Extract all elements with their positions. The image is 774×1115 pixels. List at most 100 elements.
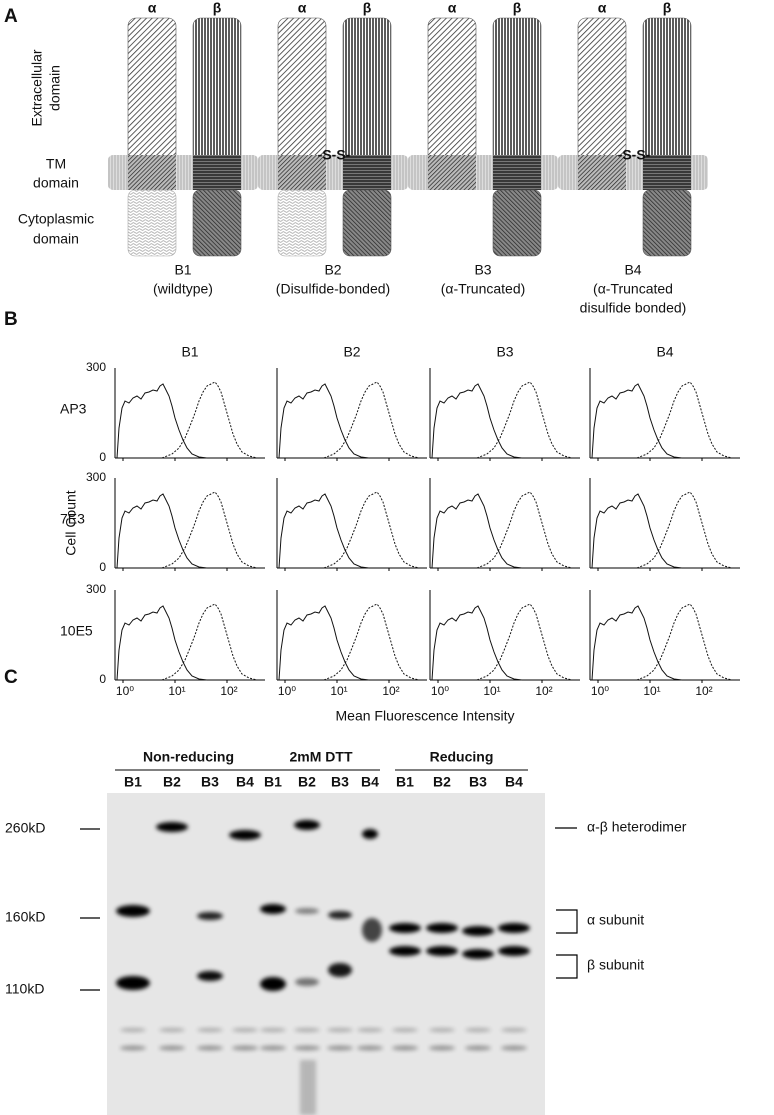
tm-alpha [128, 155, 176, 190]
band [501, 1028, 527, 1032]
row-label: domain [33, 175, 79, 191]
column-header: B3 [496, 344, 513, 360]
band [498, 923, 530, 933]
band [260, 1028, 286, 1032]
histogram-isotype [591, 493, 683, 569]
histogram-isotype [278, 493, 370, 569]
band [116, 976, 150, 990]
y-tick-label: 0 [99, 672, 106, 686]
band [120, 1045, 146, 1051]
extracellular-alpha [577, 17, 627, 169]
subunit-label: α [448, 0, 457, 16]
x-tick-label: 10⁰ [591, 684, 609, 698]
band [120, 1028, 146, 1032]
extracellular-beta [642, 17, 692, 169]
disulfide-bond: -S-S- [318, 147, 351, 163]
construct-name: B1 [174, 262, 191, 278]
tm-alpha [278, 155, 326, 190]
band [197, 912, 223, 920]
band [465, 1045, 491, 1051]
band [429, 1028, 455, 1032]
tm-beta [343, 155, 391, 190]
band [294, 1045, 320, 1051]
lane-label: B2 [433, 774, 451, 790]
construct-desc: (α-Truncated [593, 281, 673, 297]
band [159, 1045, 185, 1051]
group-label: Non-reducing [143, 749, 234, 765]
histogram-antibody [161, 381, 258, 459]
band [357, 1028, 383, 1032]
histogram-isotype [431, 493, 523, 569]
histogram-isotype [591, 383, 683, 459]
x-tick-label: 10¹ [483, 684, 500, 698]
column-header: B2 [343, 344, 360, 360]
band [392, 1028, 418, 1032]
construct-name: B2 [324, 262, 341, 278]
construct-desc: disulfide bonded) [580, 300, 687, 316]
extracellular-beta [342, 17, 392, 169]
tm-beta [493, 155, 541, 190]
band [389, 923, 421, 933]
cytoplasmic-beta [192, 189, 242, 257]
histogram-isotype [116, 605, 208, 681]
lane-label: B4 [361, 774, 379, 790]
band [462, 949, 494, 959]
band [232, 1028, 258, 1032]
histogram-antibody [636, 491, 733, 569]
histogram-antibody [161, 603, 258, 681]
band [295, 908, 319, 914]
band [294, 820, 320, 830]
band [197, 971, 223, 981]
histogram-antibody [323, 491, 420, 569]
band [362, 918, 382, 942]
x-tick-label: 10⁰ [278, 684, 296, 698]
tm-beta [643, 155, 691, 190]
lane-label: B3 [469, 774, 487, 790]
band [260, 977, 286, 991]
band [362, 829, 378, 839]
histogram-antibody [636, 381, 733, 459]
histogram-antibody [636, 603, 733, 681]
cytoplasmic-beta [642, 189, 692, 257]
band [328, 911, 352, 919]
column-header: B1 [181, 344, 198, 360]
band [357, 1045, 383, 1051]
band [501, 1045, 527, 1051]
histogram-isotype [116, 493, 208, 569]
panel-label: B [4, 309, 18, 330]
band [159, 1028, 185, 1032]
smear [300, 1060, 316, 1115]
x-tick-label: 10¹ [168, 684, 185, 698]
y-tick-label: 300 [86, 470, 106, 484]
lane-label: B1 [124, 774, 142, 790]
y-tick-label: 300 [86, 582, 106, 596]
row-header: 7E3 [60, 511, 85, 527]
subunit-label: β [213, 0, 222, 16]
x-tick-label: 10¹ [643, 684, 660, 698]
row-header: AP3 [60, 401, 87, 417]
construct-desc: (α-Truncated) [441, 281, 526, 297]
band [156, 822, 188, 832]
histogram-isotype [278, 605, 370, 681]
bracket [556, 909, 578, 934]
column-header: B4 [656, 344, 673, 360]
histogram-antibody [161, 491, 258, 569]
subunit-label: β [663, 0, 672, 16]
x-axis-label: Mean Fluorescence Intensity [336, 708, 515, 724]
band [328, 963, 352, 977]
histogram-antibody [476, 381, 573, 459]
x-tick-label: 10² [535, 684, 552, 698]
row-label: domain [33, 231, 79, 247]
subunit-label: β [513, 0, 522, 16]
group-label: 2mM DTT [290, 749, 353, 765]
band [260, 1045, 286, 1051]
histogram-isotype [116, 383, 208, 459]
histogram-antibody [476, 603, 573, 681]
disulfide-bond: -S-S- [618, 147, 651, 163]
panel-label: C [4, 667, 18, 688]
lane-label: B3 [201, 774, 219, 790]
band [462, 926, 494, 936]
lane-label: B1 [264, 774, 282, 790]
row-label: domain [47, 65, 63, 111]
band [426, 923, 458, 933]
